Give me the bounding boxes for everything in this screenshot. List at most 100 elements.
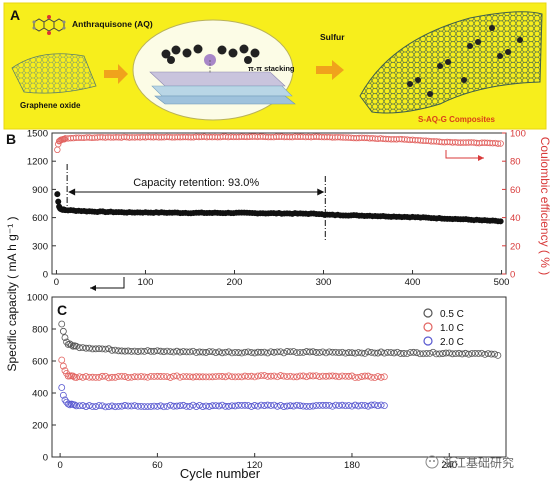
c-data-point <box>254 402 262 410</box>
panel-b-annotation: Capacity retention: 93.0% <box>66 164 326 242</box>
c-data-point <box>173 347 181 355</box>
c-data-point <box>491 350 499 358</box>
c-data-point <box>488 350 495 358</box>
c-data-point <box>218 401 226 409</box>
panel-c-legend: 0.5 C 1.0 C 2.0 C <box>423 308 464 348</box>
c-data-point <box>199 348 207 356</box>
c-data-point <box>348 372 356 380</box>
composite-sheet <box>359 11 543 114</box>
c-data-point <box>163 402 171 410</box>
b-x-tick-label: 100 <box>138 277 154 288</box>
c-data-point <box>251 349 259 357</box>
c-data-point <box>374 402 382 410</box>
c-series-1-0-C <box>58 356 388 382</box>
c-data-point <box>212 373 220 381</box>
c-data-point <box>192 403 200 410</box>
c-data-point <box>228 373 236 381</box>
c-data-point <box>173 372 181 380</box>
panel-c-letter: C <box>57 302 67 318</box>
c-data-point <box>173 402 181 410</box>
c-data-point <box>273 373 281 381</box>
c-data-point <box>124 374 132 381</box>
c-data-point <box>329 348 336 356</box>
c-data-point <box>368 349 375 356</box>
c-data-point <box>235 401 242 409</box>
c-data-point <box>128 347 135 355</box>
c-data-point <box>442 349 450 357</box>
c-data-point <box>374 373 382 380</box>
c-data-point <box>59 391 67 399</box>
panel-c-series <box>58 320 502 411</box>
c-data-point <box>335 373 343 381</box>
c-data-point <box>280 372 288 380</box>
c-data-point <box>222 373 229 381</box>
c-data-point <box>264 372 272 380</box>
c-data-point <box>299 402 307 410</box>
c-data-point <box>273 348 281 356</box>
c-data-point <box>355 402 362 410</box>
b-efficiency-point <box>61 135 68 143</box>
c-left-tick-label: 800 <box>32 325 48 336</box>
c-left-tick-label: 0 <box>43 453 48 464</box>
c-x-tick-label: 240 <box>441 460 457 471</box>
c-data-point <box>82 373 90 380</box>
c-data-point <box>358 401 366 409</box>
c-data-point <box>121 402 129 409</box>
c-data-point <box>108 373 116 381</box>
c-data-point <box>286 348 294 356</box>
c-data-point <box>393 348 401 356</box>
c-data-point <box>452 350 460 358</box>
c-data-point <box>170 348 178 356</box>
c-data-point <box>215 402 223 410</box>
c-data-point <box>390 349 398 357</box>
c-data-point <box>134 402 142 410</box>
c-data-point <box>319 372 327 380</box>
c-data-point <box>58 356 66 364</box>
c-data-point <box>364 348 372 356</box>
c-data-point <box>303 402 310 410</box>
c-data-point <box>141 373 148 381</box>
c-data-point <box>445 349 453 357</box>
c-data-point <box>322 401 330 409</box>
c-data-point <box>82 403 90 410</box>
c-data-point <box>400 350 408 357</box>
aq-label: Anthraquisone (AQ) <box>72 19 153 29</box>
c-data-point <box>329 402 336 410</box>
c-data-point <box>309 372 317 380</box>
c-data-point <box>108 402 116 410</box>
c-data-point <box>98 402 106 410</box>
c-data-point <box>105 374 113 382</box>
c-data-point <box>231 402 239 410</box>
c-data-point <box>92 345 100 353</box>
c-data-point <box>61 396 69 404</box>
c-data-point <box>128 373 135 381</box>
c-data-point <box>124 402 132 410</box>
c-data-point <box>150 373 158 380</box>
c-left-tick-label: 600 <box>32 357 48 368</box>
c-data-point <box>176 348 184 356</box>
b-right-tick-label: 80 <box>510 157 521 168</box>
c-data-point <box>280 349 288 357</box>
c-data-point <box>218 373 226 380</box>
aq-molecules <box>161 44 260 64</box>
c-data-point <box>455 349 463 357</box>
anthraquinone-molecule-icon <box>32 15 66 35</box>
c-data-point <box>215 372 223 380</box>
c-data-point <box>406 349 414 356</box>
c-data-point <box>403 350 411 358</box>
c-data-point <box>218 349 226 357</box>
c-data-point <box>144 347 152 355</box>
c-data-point <box>277 348 285 356</box>
c-data-point <box>79 344 87 352</box>
process-arrow-1 <box>104 64 128 84</box>
c-data-point <box>61 334 69 341</box>
b-left-tick-label: 900 <box>32 185 48 196</box>
c-data-point <box>76 344 83 352</box>
c-data-point <box>475 350 482 357</box>
c-data-point <box>264 401 272 409</box>
stacking-label: π-π stacking <box>248 64 295 73</box>
c-x-tick-label: 120 <box>247 460 263 471</box>
c-data-point <box>312 349 320 356</box>
c-data-point <box>108 346 116 354</box>
c-data-point <box>205 373 213 381</box>
